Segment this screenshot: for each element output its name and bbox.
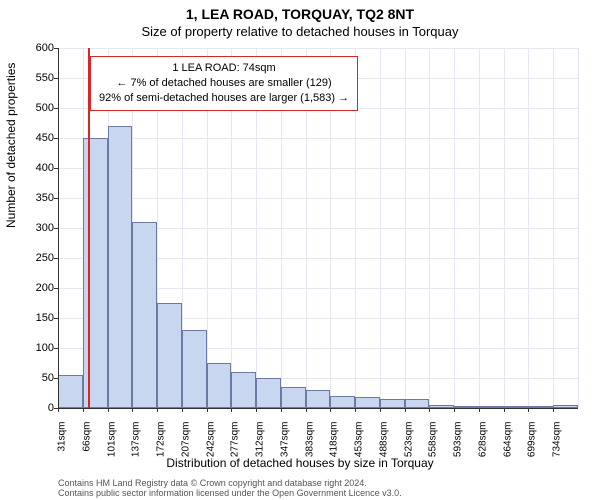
x-tick-mark [504,408,505,412]
gridline-v [454,48,455,408]
gridline-v [504,48,505,408]
footer-attribution: Contains HM Land Registry data © Crown c… [58,478,402,498]
footer-line-1: Contains HM Land Registry data © Crown c… [58,478,402,488]
gridline-h [58,138,578,139]
histogram-bar [256,378,281,408]
gridline-h [58,198,578,199]
y-tick-label: 400 [14,162,54,174]
y-tick-label: 0 [14,402,54,414]
histogram-bar [207,363,232,408]
x-tick-mark [454,408,455,412]
y-tick-label: 50 [14,372,54,384]
footer-line-2: Contains public sector information licen… [58,488,402,498]
annotation-line: 1 LEA ROAD: 74sqm [99,61,349,76]
x-tick-mark [182,408,183,412]
chart-title: 1, LEA ROAD, TORQUAY, TQ2 8NT [0,0,600,22]
x-tick-mark [553,408,554,412]
y-tick-label: 600 [14,42,54,54]
y-tick-mark [54,168,58,169]
x-tick-mark [306,408,307,412]
histogram-bar [306,390,331,408]
gridline-v [429,48,430,408]
histogram-bar [58,375,83,408]
histogram-bar [330,396,355,408]
histogram-bar [380,399,405,408]
gridline-v [479,48,480,408]
x-tick-mark [380,408,381,412]
x-axis-label: Distribution of detached houses by size … [0,456,600,470]
histogram-bar [132,222,157,408]
x-tick-mark [231,408,232,412]
x-tick-mark [355,408,356,412]
y-tick-mark [54,228,58,229]
x-tick-mark [479,408,480,412]
x-tick-mark [256,408,257,412]
y-tick-label: 150 [14,312,54,324]
x-tick-mark [281,408,282,412]
histogram-bar [157,303,182,408]
histogram-bar [355,397,380,408]
gridline-v [380,48,381,408]
histogram-bar [83,138,108,408]
x-tick-mark [108,408,109,412]
y-tick-label: 100 [14,342,54,354]
x-tick-mark [528,408,529,412]
y-tick-label: 200 [14,282,54,294]
gridline-h [58,168,578,169]
annotation-box: 1 LEA ROAD: 74sqm← 7% of detached houses… [90,56,358,111]
y-tick-label: 500 [14,102,54,114]
x-tick-mark [207,408,208,412]
gridline-v [405,48,406,408]
x-tick-mark [132,408,133,412]
y-tick-label: 300 [14,222,54,234]
y-tick-mark [54,258,58,259]
y-tick-label: 550 [14,72,54,84]
gridline-v [528,48,529,408]
gridline-h [58,48,578,49]
y-tick-mark [54,348,58,349]
y-tick-label: 350 [14,192,54,204]
chart-subtitle: Size of property relative to detached ho… [0,22,600,39]
y-tick-mark [54,288,58,289]
x-tick-mark [157,408,158,412]
y-tick-mark [54,138,58,139]
y-tick-mark [54,378,58,379]
x-axis-line [58,408,578,409]
y-tick-mark [54,318,58,319]
histogram-bar [108,126,133,408]
y-axis-line [58,48,59,408]
gridline-v [553,48,554,408]
x-tick-mark [58,408,59,412]
x-tick-mark [429,408,430,412]
y-tick-label: 250 [14,252,54,264]
y-tick-mark [54,198,58,199]
histogram-bar [281,387,306,408]
annotation-line: 92% of semi-detached houses are larger (… [99,91,349,106]
y-tick-mark [54,48,58,49]
x-tick-mark [405,408,406,412]
gridline-v [578,48,579,408]
x-tick-mark [330,408,331,412]
annotation-line: ← 7% of detached houses are smaller (129… [99,76,349,91]
chart-container: 1, LEA ROAD, TORQUAY, TQ2 8NT Size of pr… [0,0,600,500]
histogram-bar [182,330,207,408]
y-tick-mark [54,78,58,79]
y-tick-label: 450 [14,132,54,144]
y-tick-mark [54,108,58,109]
histogram-bar [231,372,256,408]
histogram-bar [405,399,430,408]
x-tick-mark [83,408,84,412]
